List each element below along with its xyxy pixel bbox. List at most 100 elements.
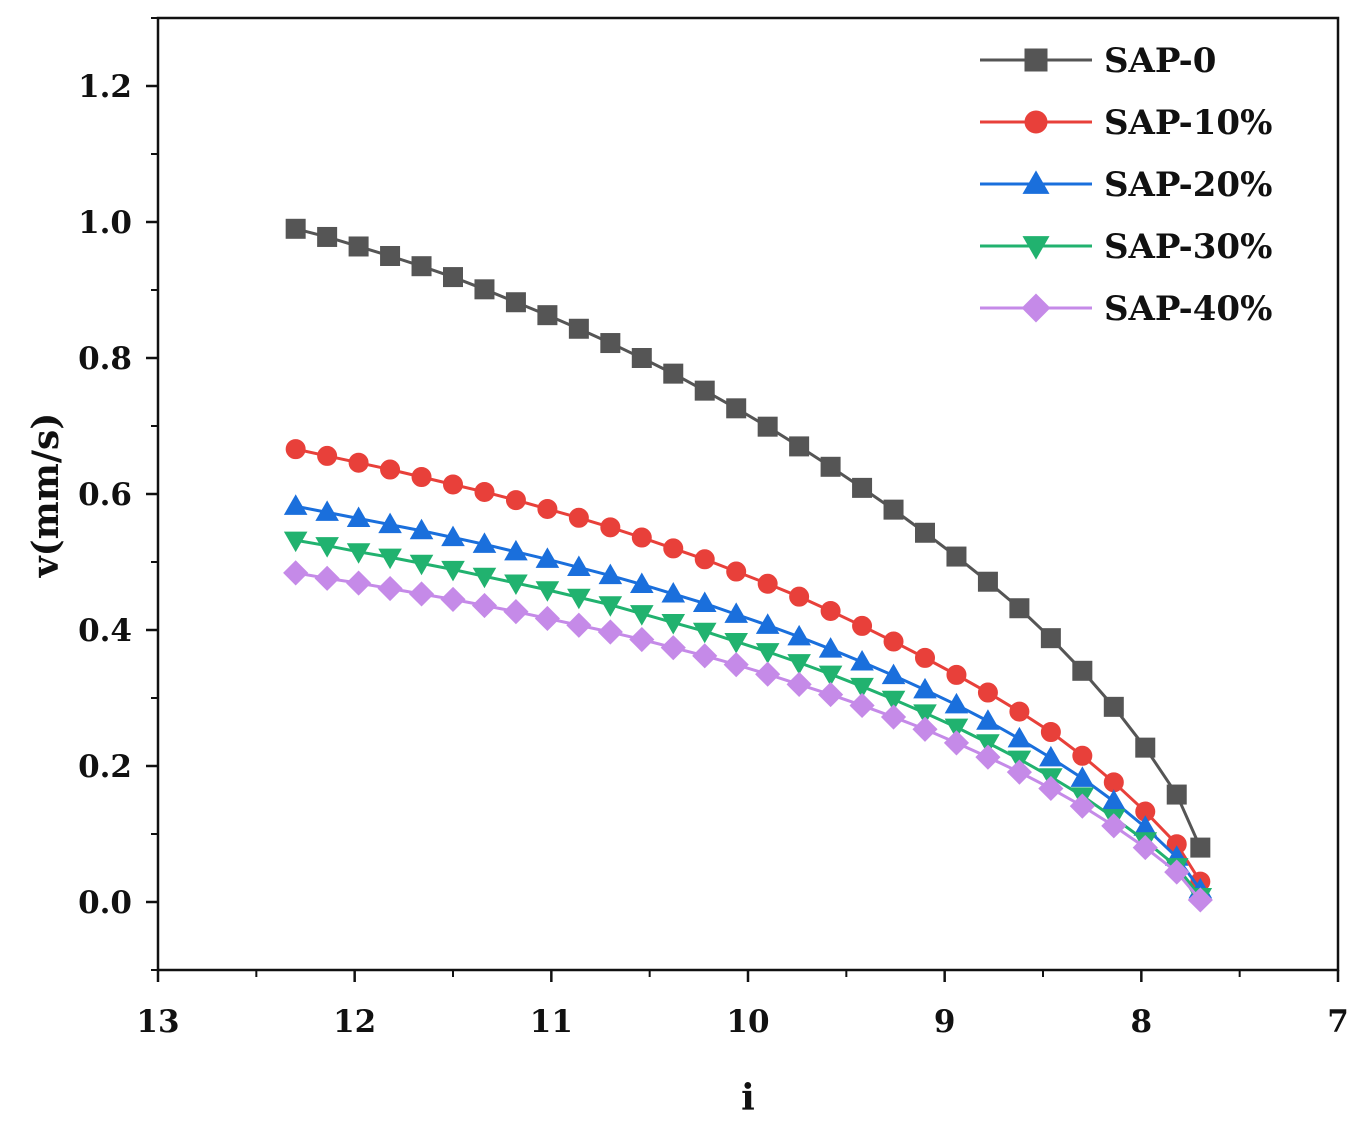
data-point — [883, 631, 904, 652]
data-point — [598, 596, 623, 617]
legend-marker — [1024, 110, 1048, 134]
data-point — [1038, 775, 1064, 802]
data-point — [378, 512, 402, 534]
data-point — [346, 506, 371, 528]
data-point — [883, 499, 904, 520]
data-point — [915, 647, 935, 668]
y-tick-label: 0.6 — [78, 477, 132, 513]
legend-item: SAP-40% — [980, 289, 1272, 329]
data-point — [504, 574, 528, 596]
data-point — [409, 518, 434, 540]
data-point — [474, 481, 495, 502]
data-point — [505, 292, 526, 313]
data-point — [411, 467, 432, 487]
data-point — [317, 226, 338, 247]
data-point — [694, 549, 715, 570]
data-point — [757, 573, 778, 594]
legend: SAP-0 SAP-10% SAP-20% SAP-30% SAP-40% — [980, 41, 1272, 329]
data-point — [881, 663, 906, 685]
data-point — [472, 567, 497, 589]
data-point — [977, 571, 998, 592]
data-point — [348, 452, 369, 473]
x-tick-label: 8 — [1131, 1004, 1153, 1040]
legend-label: SAP-0 — [1104, 41, 1216, 81]
data-point — [1006, 759, 1032, 785]
data-point — [285, 439, 306, 460]
y-tick-label: 0.4 — [78, 613, 132, 649]
data-point — [818, 665, 843, 687]
data-point — [472, 532, 497, 553]
data-point — [315, 500, 339, 521]
data-point — [505, 490, 526, 511]
x-tick-label: 13 — [136, 1004, 179, 1040]
data-point — [408, 581, 435, 607]
data-point — [787, 654, 811, 675]
data-point — [850, 650, 874, 671]
data-point — [380, 246, 401, 266]
data-point — [568, 318, 589, 339]
data-point — [535, 581, 560, 602]
data-point — [786, 671, 812, 697]
x-tick-label: 10 — [726, 1004, 769, 1040]
data-point — [1040, 722, 1061, 742]
data-point — [568, 507, 589, 528]
data-point — [377, 575, 403, 602]
x-tick-label: 11 — [530, 1004, 573, 1040]
y-tick-label: 1.2 — [78, 69, 132, 105]
data-point — [661, 582, 686, 603]
data-point — [631, 527, 652, 548]
data-point — [1166, 784, 1187, 805]
data-point — [380, 459, 401, 480]
data-point — [600, 333, 621, 354]
data-point — [567, 588, 591, 610]
legend-marker — [1024, 48, 1048, 72]
legend-item: SAP-10% — [980, 103, 1272, 143]
data-point — [661, 613, 686, 635]
data-point — [852, 615, 873, 636]
data-point — [471, 592, 498, 619]
data-point — [692, 643, 718, 669]
y-tick-label: 1.0 — [78, 205, 132, 241]
legend-label: SAP-30% — [1104, 227, 1272, 267]
axes: 13 12 11 10 9 8 7 0.0 0.2 0.4 0.6 0.8 1.0 1.2 — [78, 16, 1349, 1040]
data-point — [726, 561, 747, 582]
data-point — [1101, 813, 1127, 839]
data-point — [663, 363, 684, 384]
data-point — [852, 477, 873, 498]
x-tick-label: 9 — [934, 1004, 956, 1040]
data-point — [880, 704, 907, 730]
data-point — [443, 267, 463, 288]
data-point — [411, 256, 432, 277]
data-point — [1040, 628, 1061, 649]
data-point — [944, 718, 969, 740]
data-point — [348, 236, 369, 257]
data-point — [597, 619, 623, 645]
data-point — [694, 380, 715, 401]
data-point — [346, 570, 372, 596]
data-point — [630, 605, 654, 626]
data-point — [946, 546, 967, 567]
legend-label: SAP-20% — [1104, 165, 1272, 205]
data-point — [726, 398, 747, 419]
legend-item: SAP-30% — [980, 227, 1272, 267]
data-point — [503, 599, 529, 625]
series-sap-30 — [283, 531, 1213, 909]
data-point — [504, 539, 528, 561]
legend-marker — [1022, 236, 1050, 260]
data-point — [724, 602, 748, 623]
data-point — [944, 692, 969, 714]
data-point — [535, 547, 560, 568]
data-point — [440, 586, 466, 612]
data-point — [441, 560, 465, 582]
data-point — [787, 624, 811, 646]
data-point — [629, 626, 655, 653]
data-point — [1187, 887, 1213, 913]
x-axis-title: i — [741, 1077, 755, 1119]
data-point — [976, 734, 1000, 755]
series-sap-0 — [285, 218, 1211, 858]
data-point — [849, 692, 875, 719]
data-point — [1132, 835, 1158, 861]
data-point — [567, 555, 591, 577]
